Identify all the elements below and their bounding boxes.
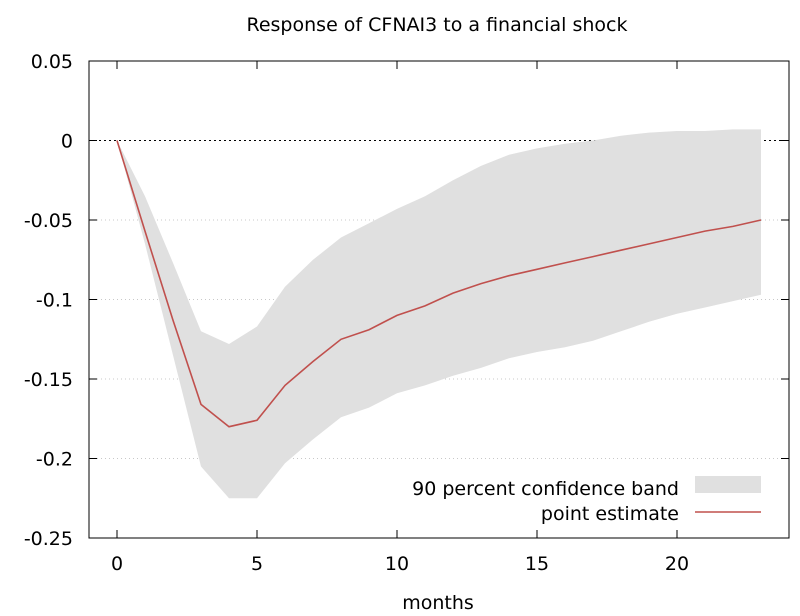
x-tick-label: 10 — [385, 553, 409, 575]
y-tick-label: -0.1 — [36, 290, 73, 312]
legend-band-swatch — [695, 476, 761, 493]
x-tick-label: 20 — [665, 553, 689, 575]
plot-frame — [88, 60, 790, 539]
confidence-band — [117, 129, 761, 499]
x-tick-label: 5 — [251, 553, 263, 575]
y-tick-label: -0.05 — [24, 210, 73, 232]
legend-band-label: 90 percent confidence band — [412, 478, 679, 500]
legend: 90 percent confidence band point estimat… — [412, 476, 761, 525]
x-tick-label: 0 — [111, 553, 123, 575]
axis-ticks: 0.05 0 -0.05 -0.1 -0.15 -0.2 -0.25 0 5 10 15 20 — [24, 51, 789, 575]
y-tick-label: 0.05 — [31, 51, 73, 73]
y-tick-label: -0.25 — [24, 528, 73, 550]
y-tick-label: -0.2 — [36, 449, 73, 471]
confidence-band-layer — [117, 129, 761, 499]
x-tick-label: 15 — [525, 553, 549, 575]
y-tick-label: 0 — [61, 131, 73, 153]
point-estimate-line — [116, 140, 762, 428]
legend-point-estimate-label: point estimate — [541, 503, 679, 525]
x-axis-label: months — [402, 592, 474, 614]
y-tick-label: -0.15 — [24, 369, 73, 391]
point-estimate-layer — [116, 140, 762, 428]
chart-title: Response of CFNAI3 to a financial shock — [247, 14, 628, 36]
